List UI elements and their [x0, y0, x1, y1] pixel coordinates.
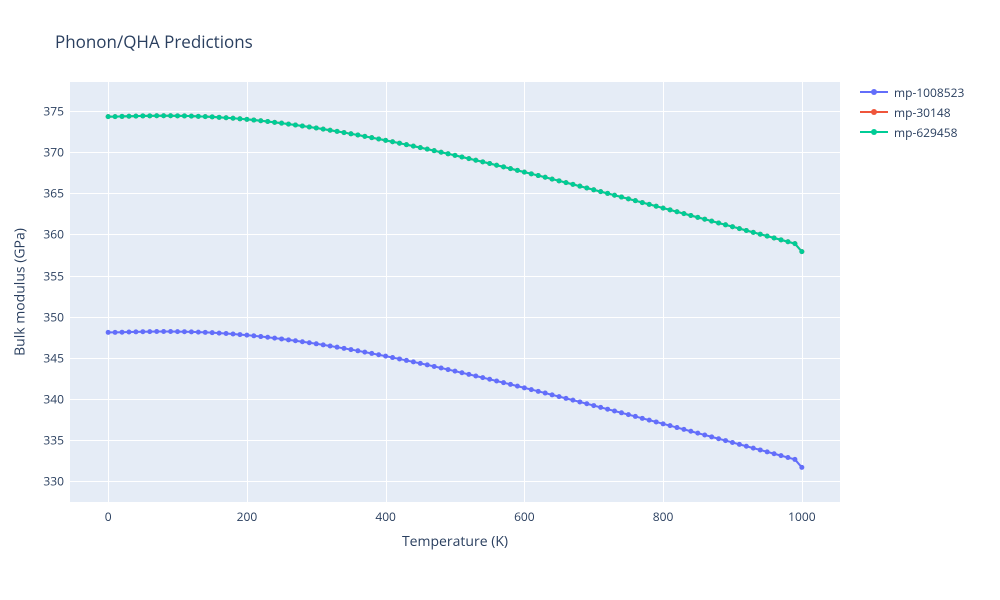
y-tick-label: 365	[34, 185, 64, 202]
legend-item-mp-1008523[interactable]: mp-1008523	[860, 82, 964, 102]
series-mp-629458[interactable]	[106, 113, 805, 254]
y-tick-label: 355	[34, 267, 64, 284]
series-mp-1008523[interactable]	[106, 329, 805, 470]
y-tick-label: 335	[34, 432, 64, 449]
y-tick-label: 340	[34, 391, 64, 408]
y-tick-label: 345	[34, 349, 64, 366]
x-tick-label: 0	[105, 508, 112, 525]
legend-label: mp-629458	[894, 124, 957, 141]
legend-swatch	[860, 86, 888, 98]
x-axis-label: Temperature (K)	[402, 532, 508, 551]
x-tick-label: 600	[514, 508, 535, 525]
legend-item-mp-629458[interactable]: mp-629458	[860, 122, 964, 142]
legend: mp-1008523 mp-30148 mp-629458	[860, 82, 964, 142]
legend-label: mp-1008523	[894, 84, 964, 101]
y-tick-label: 375	[34, 102, 64, 119]
x-tick-label: 800	[653, 508, 674, 525]
x-tick-label: 200	[237, 508, 258, 525]
y-tick-label: 350	[34, 308, 64, 325]
y-tick-label: 360	[34, 226, 64, 243]
y-axis-label: Bulk modulus (GPa)	[11, 228, 30, 356]
legend-swatch	[860, 126, 888, 138]
series-mp-30148[interactable]	[106, 113, 805, 254]
legend-item-mp-30148[interactable]: mp-30148	[860, 102, 964, 122]
chart-svg-layer	[0, 0, 1000, 600]
x-tick-label: 400	[375, 508, 396, 525]
legend-swatch	[860, 106, 888, 118]
x-tick-label: 1000	[788, 508, 815, 525]
y-tick-label: 370	[34, 144, 64, 161]
legend-label: mp-30148	[894, 104, 951, 121]
y-tick-label: 330	[34, 473, 64, 490]
